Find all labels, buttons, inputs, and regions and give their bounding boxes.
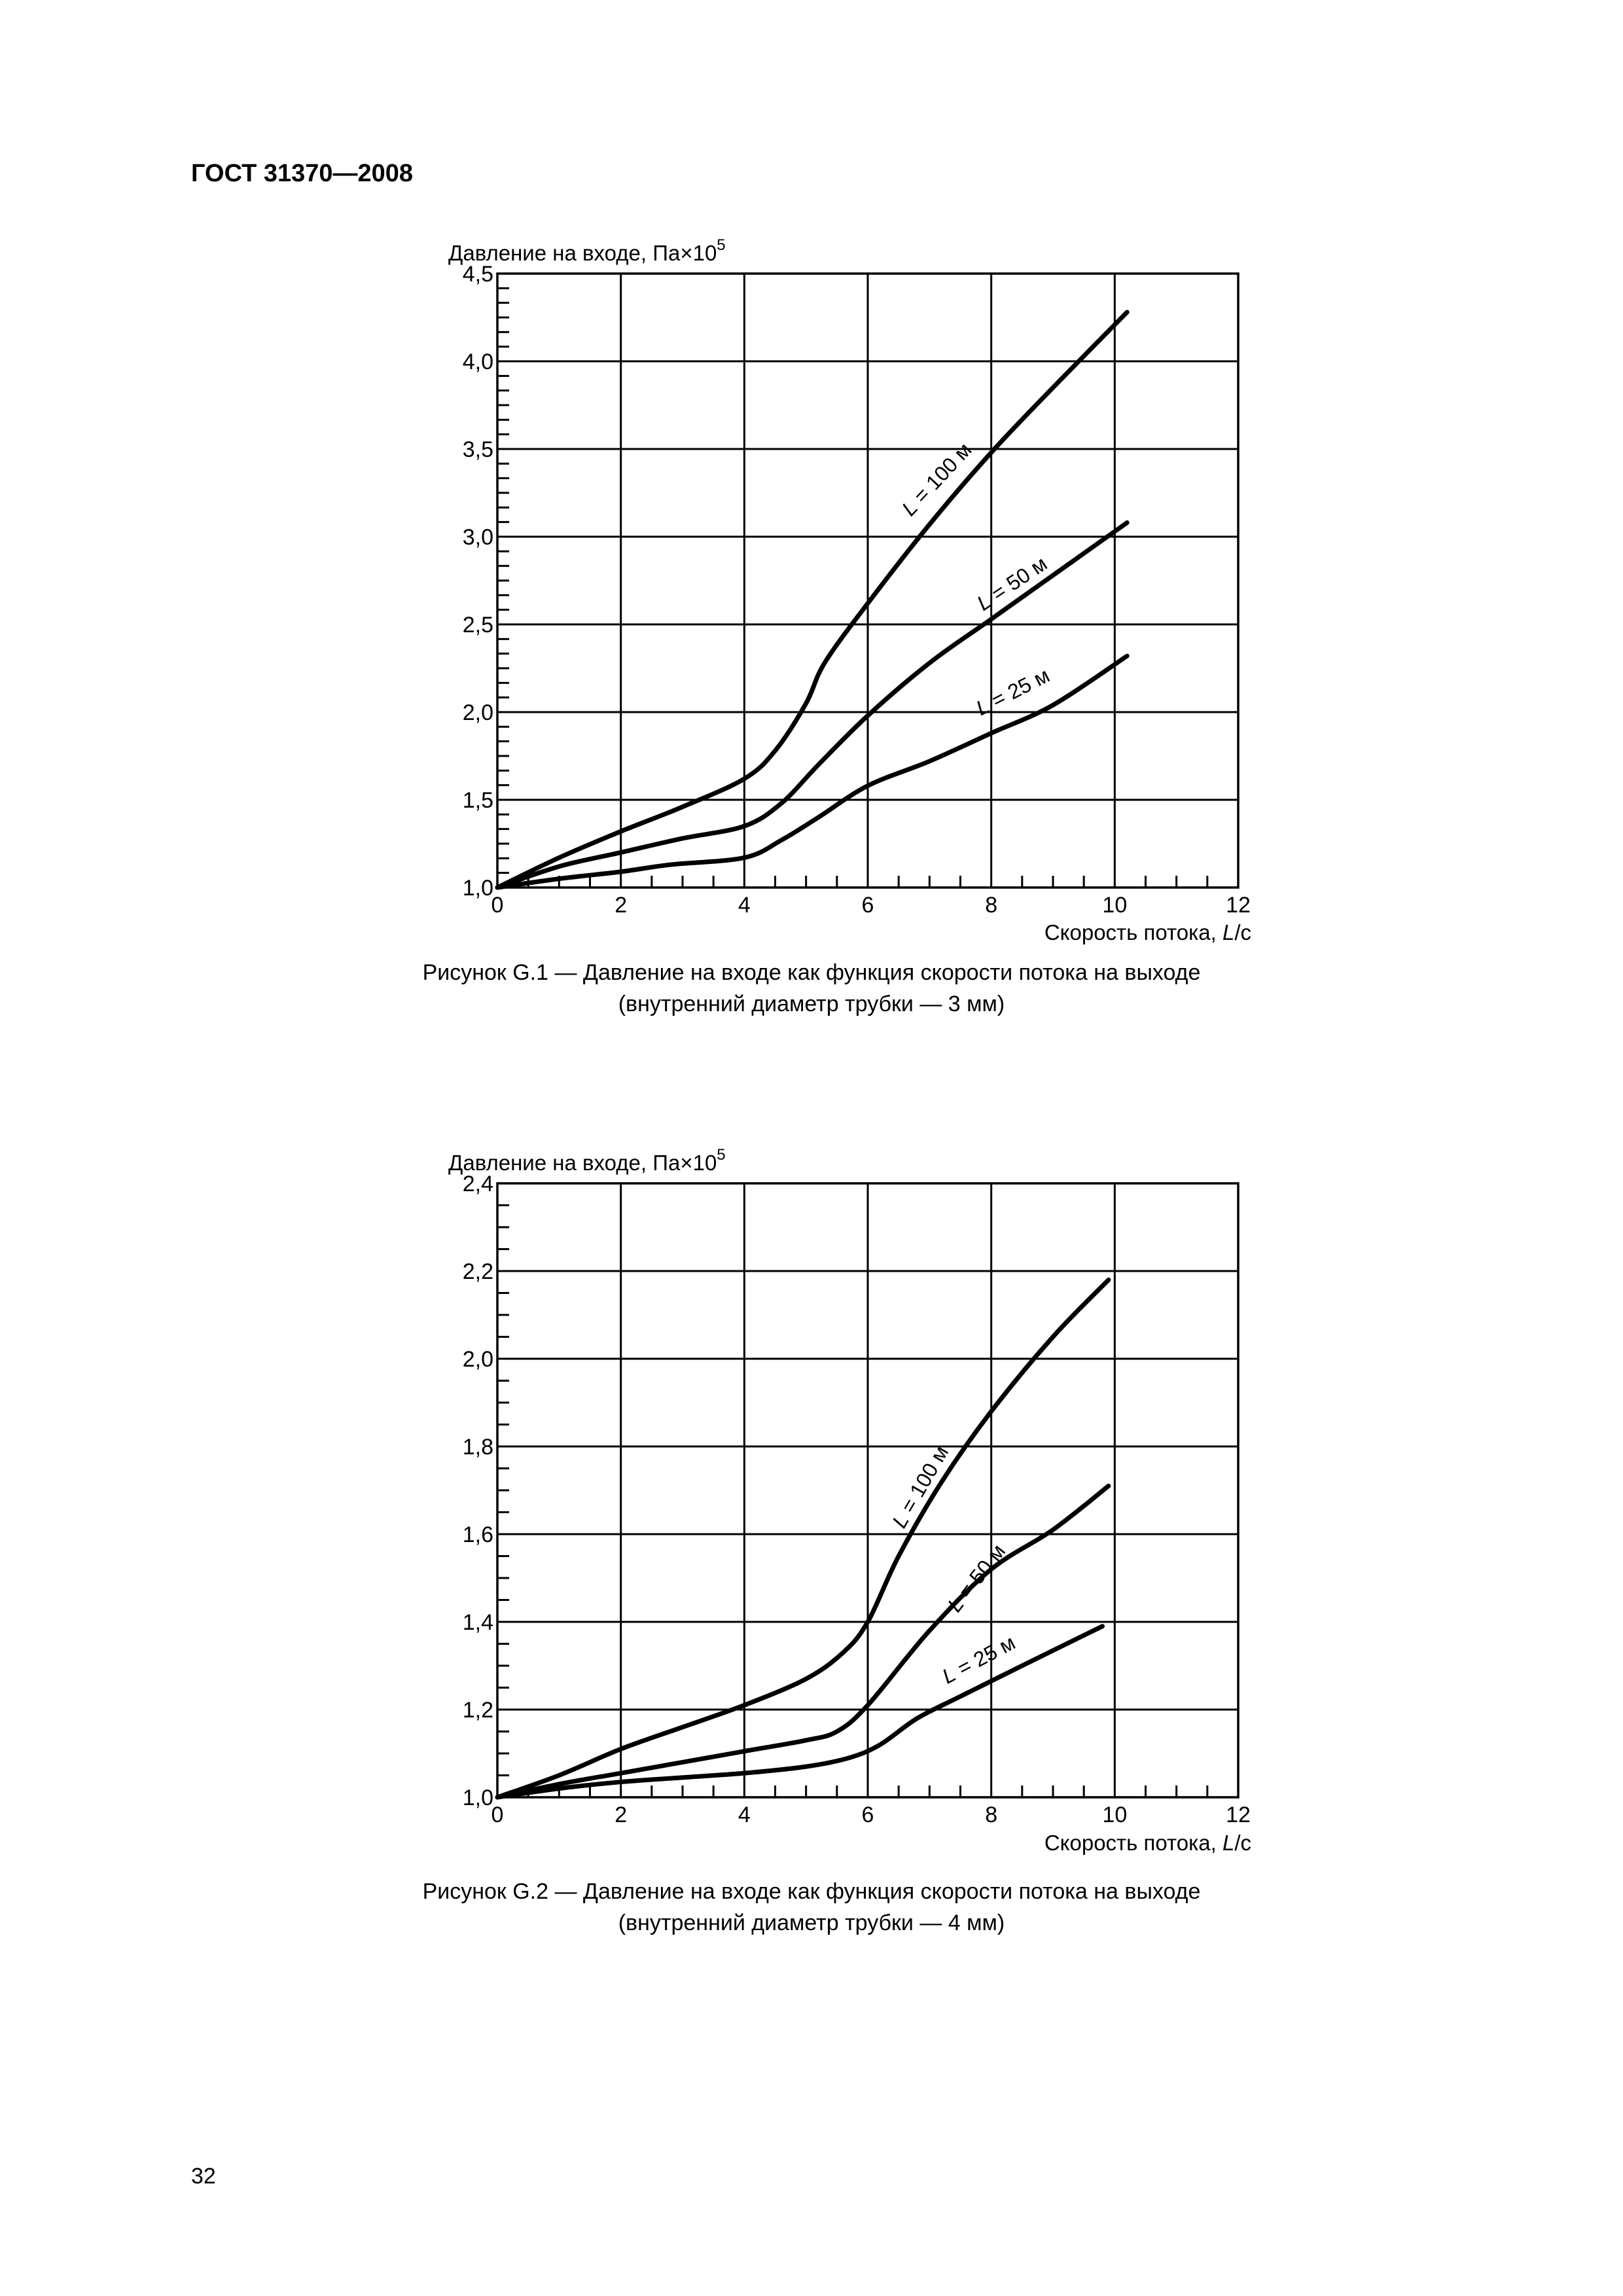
caption-line: (внутренний диаметр трубки — 4 мм)	[618, 1910, 1005, 1935]
y-tick-label: 1,5	[463, 788, 493, 813]
series-line	[495, 1277, 1111, 1800]
series-line	[495, 520, 1130, 890]
x-tick-label: 4	[738, 893, 751, 918]
y-tick-label: 2,4	[463, 1172, 493, 1196]
x-axis-title: Скорость потока, L/c	[1044, 1831, 1251, 1855]
y-axis-title: Давление на входе, Па×105	[448, 1146, 726, 1175]
chart-g1: Давление на входе, Па×105 0 2 4 6 8 10 12 1,0 1,…	[448, 236, 1251, 944]
caption-line: (внутренний диаметр трубки — 3 мм)	[618, 992, 1005, 1016]
y-tick-label: 1,0	[463, 1785, 493, 1810]
series-labels: L = 100 мL = 50 мL = 25 м	[887, 1442, 1019, 1689]
series-line	[495, 1624, 1105, 1800]
x-tick-label: 6	[862, 1803, 874, 1827]
x-tick-label: 0	[491, 1803, 504, 1827]
y-tick-label: 3,0	[463, 525, 493, 550]
x-tick-label: 10	[1102, 893, 1127, 918]
x-tick-label: 10	[1102, 1803, 1127, 1827]
y-tick-label: 2,5	[463, 613, 493, 637]
series-label: L = 25 м	[938, 1630, 1020, 1688]
series-line	[495, 310, 1130, 890]
series-label: L = 100 м	[897, 438, 976, 520]
y-tick-label: 2,0	[463, 1347, 493, 1372]
y-axis-title: Давление на входе, Па×105	[448, 236, 726, 265]
series-label: L = 50 м	[942, 1539, 1010, 1616]
series-line	[495, 1483, 1111, 1800]
y-tick-label: 2,2	[463, 1259, 493, 1284]
x-tick-label: 12	[1226, 893, 1251, 918]
x-tick-label: 0	[491, 893, 504, 918]
document-header: ГОСТ 31370—2008	[191, 160, 414, 187]
series-labels: L = 100 мL = 50 мL = 25 м	[897, 438, 1054, 720]
page-number: 32	[191, 2164, 216, 2189]
x-tick-label: 8	[985, 893, 997, 918]
series-line	[495, 653, 1130, 890]
y-tick-label: 2,0	[463, 700, 493, 725]
figure-caption-g2: Рисунок G.2 — Давление на входе как функ…	[0, 1876, 1623, 1939]
caption-line: Рисунок G.1 — Давление на входе как функ…	[422, 960, 1201, 985]
y-tick-label: 1,6	[463, 1522, 493, 1547]
y-tick-label: 4,5	[463, 262, 493, 287]
x-tick-label: 6	[862, 893, 874, 918]
tick-labels: 0 2 4 6 8 10 12 1,0 1,2 1,4 1,6 1,8 2,0 2,2 2,4	[463, 1172, 1251, 1827]
grid	[496, 1182, 1240, 1799]
y-tick-label: 1,8	[463, 1435, 493, 1460]
y-tick-label: 3,5	[463, 437, 493, 462]
x-axis-title: Скорость потока, L/c	[1044, 920, 1251, 944]
chart-g2: Давление на входе, Па×105 0 2 4 6 8 10 12 1,0 1,…	[448, 1146, 1251, 1855]
y-tick-label: 1,0	[463, 876, 493, 901]
ticks	[497, 287, 1209, 888]
grid	[496, 272, 1240, 889]
tick-labels: 0 2 4 6 8 10 12 1,0 1,5 2,0 2,5 3,0 3,5 4,0 4,5	[463, 262, 1251, 918]
x-tick-label: 4	[738, 1803, 751, 1827]
y-tick-label: 4,0	[463, 350, 493, 374]
x-tick-label: 2	[615, 1803, 627, 1827]
x-tick-label: 2	[615, 893, 627, 918]
figure-caption-g1: Рисунок G.1 — Давление на входе как функ…	[0, 957, 1623, 1020]
y-tick-label: 1,4	[463, 1610, 493, 1635]
y-tick-label: 1,2	[463, 1698, 493, 1723]
caption-line: Рисунок G.2 — Давление на входе как функ…	[422, 1879, 1201, 1904]
x-tick-label: 8	[985, 1803, 997, 1827]
ticks	[497, 1204, 1209, 1797]
series	[495, 1277, 1111, 1800]
x-tick-label: 12	[1226, 1803, 1251, 1827]
series	[495, 310, 1130, 890]
